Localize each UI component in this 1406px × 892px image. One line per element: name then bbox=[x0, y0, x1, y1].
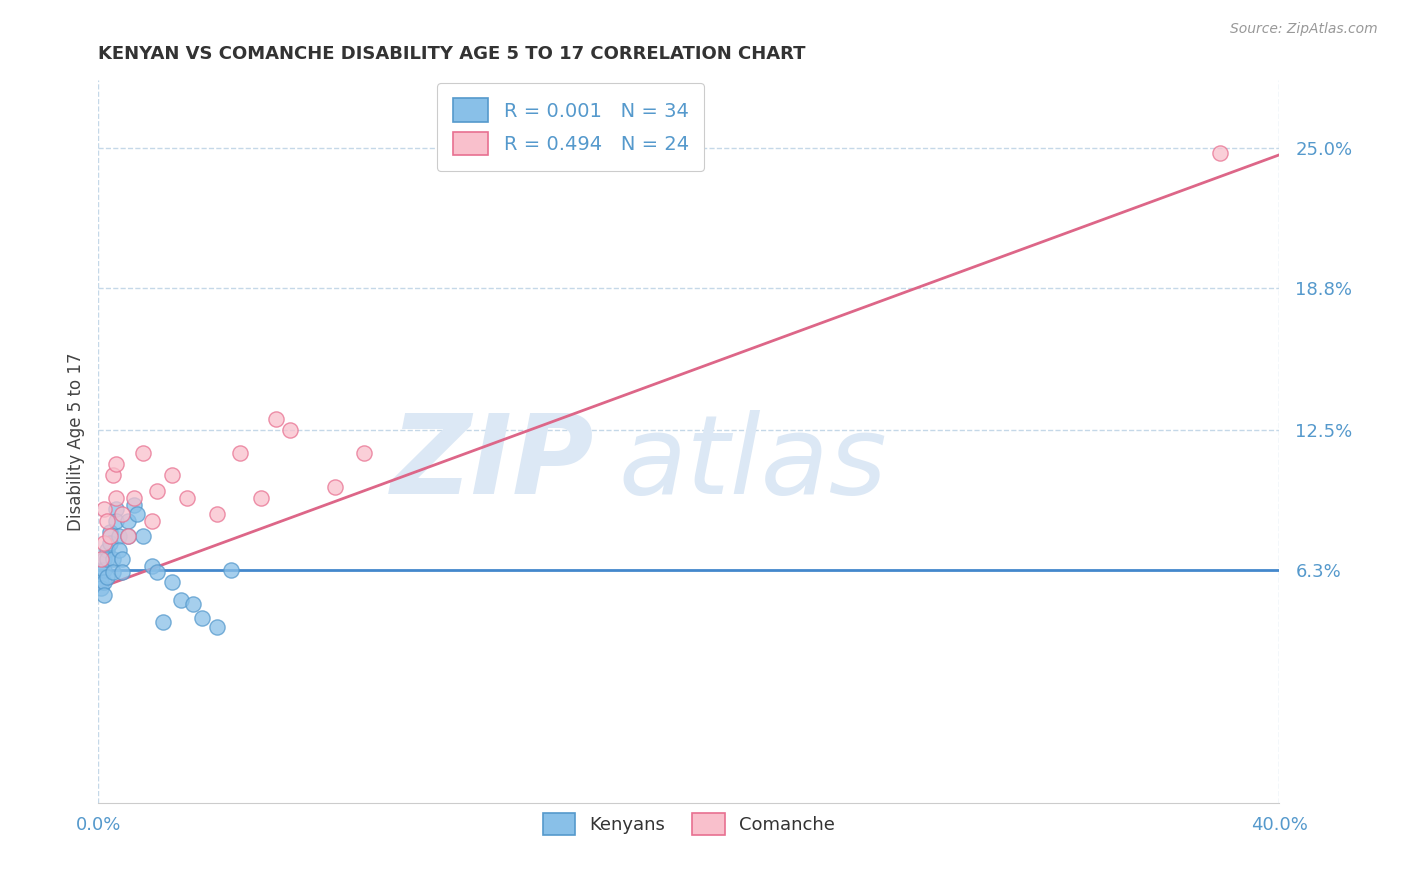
Point bbox=[108, 542, 131, 557]
Point bbox=[229, 446, 252, 460]
Point bbox=[146, 566, 169, 580]
Point bbox=[93, 552, 115, 566]
Point bbox=[1209, 145, 1232, 160]
Point bbox=[96, 542, 118, 557]
Point bbox=[122, 498, 145, 512]
Point bbox=[122, 491, 145, 505]
Point bbox=[117, 529, 139, 543]
Point bbox=[90, 552, 112, 566]
Point bbox=[90, 582, 112, 596]
Point bbox=[103, 566, 125, 580]
Point bbox=[93, 536, 115, 550]
Point bbox=[205, 507, 228, 521]
Point bbox=[98, 524, 121, 539]
Point bbox=[93, 563, 115, 577]
Point bbox=[141, 558, 163, 573]
Point bbox=[117, 529, 139, 543]
Point bbox=[152, 615, 174, 630]
Text: KENYAN VS COMANCHE DISABILITY AGE 5 TO 17 CORRELATION CHART: KENYAN VS COMANCHE DISABILITY AGE 5 TO 1… bbox=[98, 45, 806, 63]
Point bbox=[108, 529, 131, 543]
Point bbox=[105, 502, 128, 516]
Point bbox=[93, 588, 115, 602]
Point bbox=[132, 529, 155, 543]
Point bbox=[162, 574, 183, 589]
Point bbox=[205, 620, 228, 634]
Point bbox=[250, 491, 273, 505]
Point bbox=[181, 597, 204, 611]
Point bbox=[93, 574, 115, 589]
Point bbox=[90, 563, 112, 577]
Point bbox=[90, 574, 112, 589]
Point bbox=[132, 446, 155, 460]
Point bbox=[96, 570, 118, 584]
Point bbox=[191, 610, 214, 624]
Point bbox=[105, 514, 128, 528]
Text: atlas: atlas bbox=[619, 409, 887, 516]
Point bbox=[221, 563, 243, 577]
Point bbox=[111, 566, 134, 580]
Point bbox=[96, 552, 118, 566]
Point bbox=[103, 468, 125, 483]
Point bbox=[176, 491, 198, 505]
Point bbox=[98, 529, 121, 543]
Point bbox=[280, 423, 302, 437]
Point bbox=[162, 468, 183, 483]
Point bbox=[117, 514, 139, 528]
Point bbox=[146, 484, 169, 499]
Text: Source: ZipAtlas.com: Source: ZipAtlas.com bbox=[1230, 22, 1378, 37]
Point bbox=[96, 514, 118, 528]
Point bbox=[125, 507, 148, 521]
Point bbox=[264, 412, 287, 426]
Point bbox=[103, 552, 125, 566]
Point bbox=[105, 491, 128, 505]
Point bbox=[98, 536, 121, 550]
Point bbox=[353, 446, 375, 460]
Text: ZIP: ZIP bbox=[391, 409, 595, 516]
Point bbox=[111, 507, 134, 521]
Point bbox=[323, 480, 346, 494]
Y-axis label: Disability Age 5 to 17: Disability Age 5 to 17 bbox=[66, 352, 84, 531]
Point bbox=[141, 514, 163, 528]
Point bbox=[105, 457, 128, 471]
Point bbox=[170, 592, 193, 607]
Point bbox=[111, 552, 134, 566]
Point bbox=[93, 502, 115, 516]
Legend: Kenyans, Comanche: Kenyans, Comanche bbox=[533, 805, 845, 845]
